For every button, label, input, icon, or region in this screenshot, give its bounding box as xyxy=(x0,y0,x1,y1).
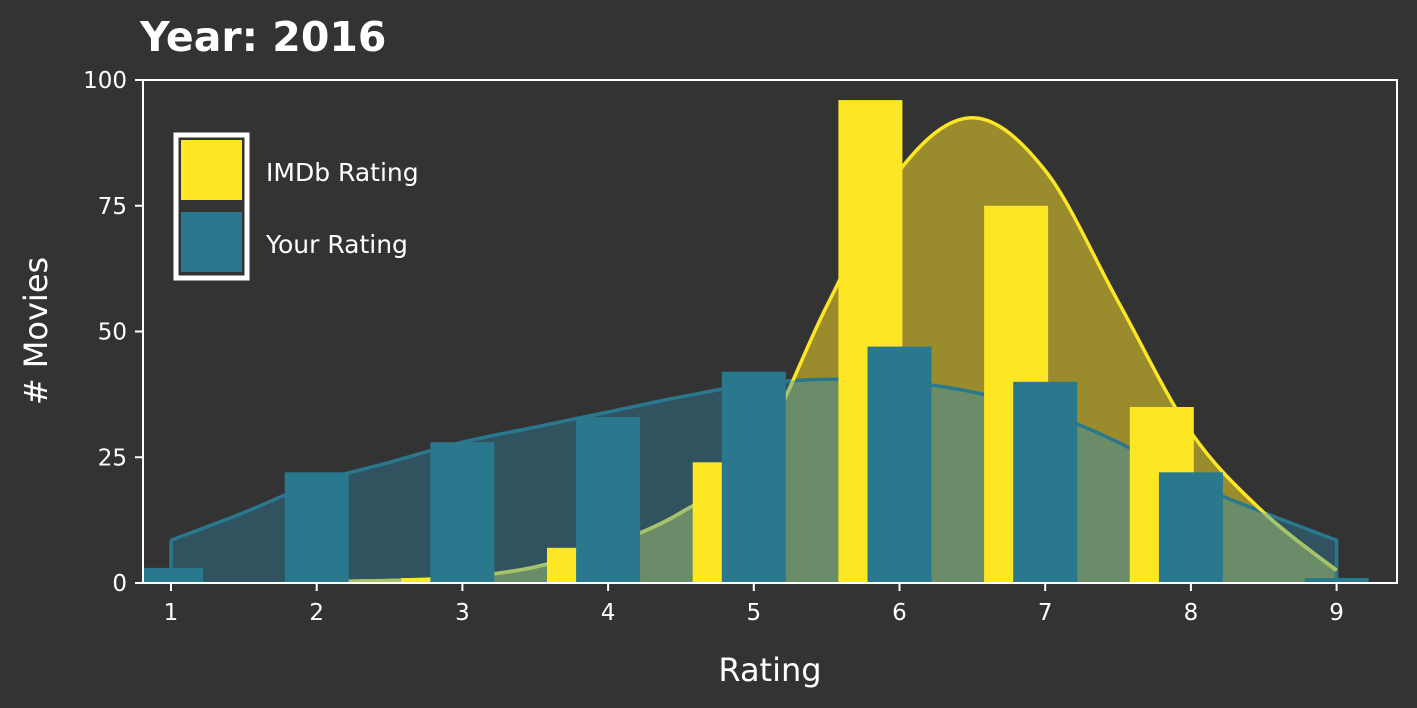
your-rating-bar-9 xyxy=(1304,578,1369,583)
y-tick-label-25: 25 xyxy=(98,445,127,471)
your-rating-bar-1 xyxy=(143,567,203,583)
x-tick-label-7: 7 xyxy=(1038,600,1053,626)
axes: 1 2 3 4 5 6 7 8 9 0 25 50 75 100 xyxy=(83,68,1344,626)
y-tick-label-75: 75 xyxy=(98,194,127,220)
your-rating-bar-4 xyxy=(576,417,641,583)
plot-area xyxy=(143,100,1369,583)
x-tick-label-2: 2 xyxy=(309,600,324,626)
x-tick-label-5: 5 xyxy=(746,600,761,626)
x-tick-label-4: 4 xyxy=(601,600,616,626)
x-tick-label-9: 9 xyxy=(1329,600,1344,626)
legend: IMDb Rating Your Rating xyxy=(173,132,419,281)
legend-swatch-imdb-rating xyxy=(181,140,242,200)
x-tick-label-6: 6 xyxy=(892,600,907,626)
y-tick-label-50: 50 xyxy=(98,320,127,346)
chart-title: Year: 2016 xyxy=(139,13,386,61)
x-axis-title: Rating xyxy=(718,651,821,689)
legend-frame xyxy=(173,132,250,281)
y-axis-title: # Movies xyxy=(17,257,55,405)
your-rating-bar-7 xyxy=(1013,381,1078,583)
legend-label-imdb-rating: IMDb Rating xyxy=(266,158,419,187)
your-rating-bar-6 xyxy=(867,346,932,583)
your-rating-bar-2 xyxy=(284,472,349,583)
your-rating-bar-5 xyxy=(721,371,786,583)
x-tick-label-8: 8 xyxy=(1184,600,1199,626)
x-tick-label-1: 1 xyxy=(164,600,179,626)
your-rating-bar-8 xyxy=(1158,472,1223,583)
y-tick-label-100: 100 xyxy=(83,68,127,94)
legend-swatch-your-rating xyxy=(181,212,242,272)
your-rating-bar-3 xyxy=(430,442,495,583)
y-tick-label-0: 0 xyxy=(112,571,127,597)
x-tick-label-3: 3 xyxy=(455,600,470,626)
legend-label-your-rating: Your Rating xyxy=(265,230,408,259)
